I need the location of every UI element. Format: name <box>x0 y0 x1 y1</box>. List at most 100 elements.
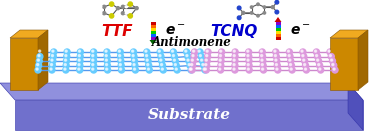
Text: TTF: TTF <box>102 23 133 39</box>
Circle shape <box>117 49 123 55</box>
Circle shape <box>132 55 134 57</box>
Circle shape <box>275 67 281 73</box>
Circle shape <box>232 58 238 64</box>
Circle shape <box>204 54 211 59</box>
Circle shape <box>110 14 114 18</box>
Circle shape <box>146 55 147 57</box>
Circle shape <box>262 68 263 70</box>
Circle shape <box>261 59 263 61</box>
Circle shape <box>260 55 263 57</box>
Circle shape <box>190 58 196 64</box>
Circle shape <box>118 54 124 59</box>
Circle shape <box>303 59 305 61</box>
Circle shape <box>314 54 321 59</box>
Circle shape <box>65 59 67 61</box>
Circle shape <box>332 67 338 73</box>
Circle shape <box>276 68 278 70</box>
Polygon shape <box>0 83 363 100</box>
Circle shape <box>191 54 197 59</box>
Circle shape <box>247 68 249 70</box>
Circle shape <box>202 64 204 66</box>
Circle shape <box>232 63 238 68</box>
Circle shape <box>174 64 177 66</box>
Circle shape <box>327 49 333 55</box>
Circle shape <box>119 55 121 57</box>
Circle shape <box>275 10 279 14</box>
Circle shape <box>187 63 193 68</box>
Circle shape <box>132 58 138 64</box>
Circle shape <box>206 50 208 52</box>
Circle shape <box>39 50 41 52</box>
Circle shape <box>105 59 107 61</box>
Circle shape <box>319 68 321 70</box>
Circle shape <box>313 49 319 55</box>
Circle shape <box>132 50 134 52</box>
Circle shape <box>35 67 41 73</box>
Circle shape <box>198 54 204 59</box>
Circle shape <box>103 5 106 8</box>
Circle shape <box>132 67 138 73</box>
Circle shape <box>237 6 241 10</box>
Circle shape <box>160 63 166 68</box>
Bar <box>150 31 155 34</box>
Circle shape <box>64 58 70 64</box>
Circle shape <box>92 68 94 70</box>
Circle shape <box>189 68 191 70</box>
Bar <box>150 28 155 31</box>
Circle shape <box>260 67 266 73</box>
Circle shape <box>218 49 225 55</box>
Circle shape <box>304 67 310 73</box>
Circle shape <box>147 68 149 70</box>
Circle shape <box>160 59 162 61</box>
Text: e$^-$: e$^-$ <box>290 24 311 38</box>
Circle shape <box>171 54 177 59</box>
Circle shape <box>250 6 253 8</box>
Circle shape <box>104 49 110 55</box>
Circle shape <box>50 63 56 68</box>
Circle shape <box>242 11 245 14</box>
Circle shape <box>118 50 121 52</box>
Circle shape <box>172 50 174 52</box>
Circle shape <box>302 55 304 57</box>
Circle shape <box>191 59 194 61</box>
Circle shape <box>203 68 205 70</box>
Circle shape <box>287 54 293 59</box>
Circle shape <box>110 2 114 6</box>
Circle shape <box>37 54 43 59</box>
Circle shape <box>318 64 320 66</box>
Circle shape <box>145 58 151 64</box>
Circle shape <box>274 58 280 64</box>
Circle shape <box>205 64 207 66</box>
Circle shape <box>261 64 263 66</box>
Circle shape <box>273 49 279 55</box>
Circle shape <box>290 68 292 70</box>
Circle shape <box>144 49 150 55</box>
Circle shape <box>78 59 80 61</box>
Circle shape <box>316 58 322 64</box>
Circle shape <box>218 63 224 68</box>
Circle shape <box>119 59 121 61</box>
Text: Antimonene: Antimonene <box>152 36 232 50</box>
Circle shape <box>329 55 332 57</box>
Circle shape <box>133 59 135 61</box>
Circle shape <box>63 67 69 73</box>
Circle shape <box>175 68 177 70</box>
Circle shape <box>100 6 102 8</box>
Circle shape <box>50 64 53 66</box>
Circle shape <box>38 55 40 57</box>
Circle shape <box>190 63 196 68</box>
Circle shape <box>104 58 110 64</box>
Circle shape <box>188 67 194 73</box>
Text: TCNQ: TCNQ <box>211 23 258 39</box>
Circle shape <box>51 59 53 61</box>
Circle shape <box>77 63 83 68</box>
Circle shape <box>125 6 127 8</box>
Circle shape <box>174 67 180 73</box>
Circle shape <box>314 50 317 52</box>
Circle shape <box>205 59 207 61</box>
Circle shape <box>201 59 203 61</box>
Polygon shape <box>348 83 363 130</box>
Circle shape <box>232 54 238 59</box>
Circle shape <box>287 50 290 52</box>
Circle shape <box>77 58 83 64</box>
